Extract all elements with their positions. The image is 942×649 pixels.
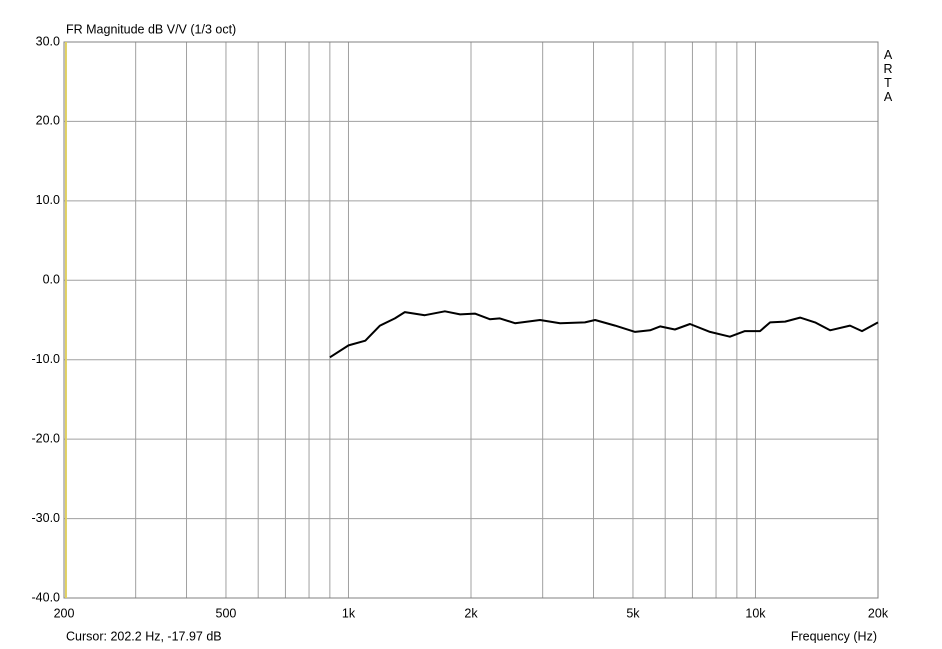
cursor-readout: Cursor: 202.2 Hz, -17.97 dB	[66, 629, 222, 643]
x-tick-label: 10k	[745, 606, 766, 620]
y-tick-label: 30.0	[36, 34, 60, 48]
y-tick-label: 0.0	[43, 273, 60, 287]
x-tick-label: 500	[216, 606, 237, 620]
x-tick-label: 200	[54, 606, 75, 620]
y-tick-label: -30.0	[32, 511, 61, 525]
series-line	[329, 310, 879, 359]
chart-title: FR Magnitude dB V/V (1/3 oct)	[66, 22, 236, 36]
x-axis-label: Frequency (Hz)	[791, 629, 877, 643]
y-tick-label: -10.0	[32, 352, 61, 366]
y-tick-label: -20.0	[32, 431, 61, 445]
y-tick-label: 10.0	[36, 193, 60, 207]
x-tick-label: 20k	[868, 606, 889, 620]
x-tick-label: 1k	[342, 606, 356, 620]
y-tick-label: 20.0	[36, 114, 60, 128]
brand: ARTA	[881, 48, 895, 104]
x-tick-label: 2k	[464, 606, 478, 620]
x-tick-label: 5k	[626, 606, 640, 620]
y-tick-label: -40.0	[32, 590, 61, 604]
plot-frame	[63, 41, 879, 599]
